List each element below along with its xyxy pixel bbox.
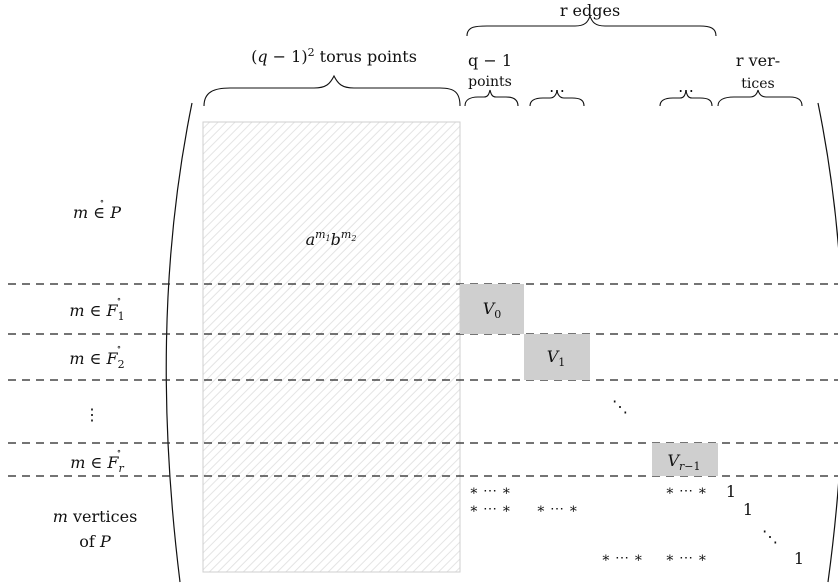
- one-2: 1: [743, 500, 753, 519]
- dots-brace-1: [529, 90, 585, 107]
- row-label-face1: m ∈ F1: [69, 301, 124, 323]
- stars-row1-b: ∗ ⋯ ∗: [665, 483, 707, 499]
- row-label-interior-ring: ∘: [100, 197, 104, 207]
- torus-points-label: (q − 1)2 torus points: [251, 46, 417, 66]
- right-parenthesis: [817, 102, 838, 583]
- block-ddots: ⋱: [612, 397, 628, 416]
- vertices-label-line1: r ver-: [736, 51, 780, 70]
- stars-row2-b: ∗ ⋯ ∗: [536, 501, 578, 517]
- r-edges-label: r edges: [560, 1, 620, 20]
- block-v1: [524, 334, 590, 380]
- block-v0: [460, 284, 524, 334]
- one-1: 1: [726, 482, 736, 501]
- dots-brace-2: [659, 90, 713, 107]
- block-vr-1: [652, 443, 718, 476]
- stars-row2-a: ∗ ⋯ ∗: [469, 501, 511, 517]
- edge-points-brace: [464, 89, 519, 107]
- vertices-label-line2: tices: [741, 76, 774, 92]
- stars-row3-a: ∗ ⋯ ∗: [601, 550, 643, 566]
- stars-row1-a: ∗ ⋯ ∗: [469, 483, 511, 499]
- dots-brace-1-dots: ⋯: [549, 81, 565, 100]
- row-label-interior: m ∈ P: [73, 203, 121, 222]
- one-3: 1: [794, 549, 804, 568]
- vertices-brace: [717, 89, 803, 107]
- row-label-facer-ring: ∘: [117, 447, 121, 457]
- left-parenthesis: [165, 102, 193, 583]
- row-label-facer: m ∈ Fr: [70, 453, 124, 475]
- ddots-small: ⋱: [762, 527, 778, 546]
- torus-column: [202, 121, 461, 573]
- row-label-vertices-line1: m vertices: [53, 507, 138, 526]
- row-label-face1-ring: ∘: [117, 295, 121, 305]
- row-label-vdots: ⋮: [84, 405, 100, 424]
- r-edges-brace: [466, 14, 717, 37]
- edge-points-label-line1: q − 1: [468, 51, 512, 70]
- torus-brace: [203, 74, 461, 107]
- row-label-vertices-line2: of P: [79, 532, 111, 551]
- row-label-face2: m ∈ F2: [69, 349, 124, 371]
- row-label-face2-ring: ∘: [117, 343, 121, 353]
- dots-brace-2-dots: ⋯: [678, 81, 694, 100]
- edge-points-label-line2: points: [468, 74, 512, 90]
- stars-row3-b: ∗ ⋯ ∗: [665, 550, 707, 566]
